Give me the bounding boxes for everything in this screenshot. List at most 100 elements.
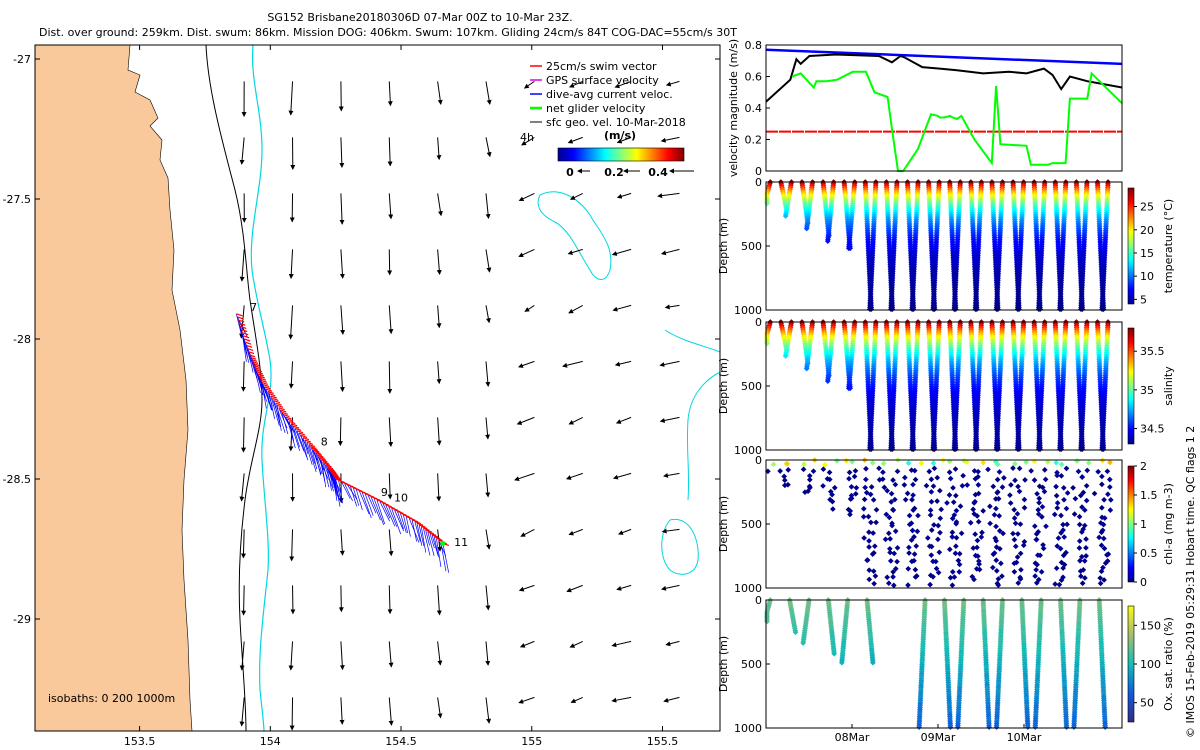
section-point [1053,565,1060,572]
track-day-label: 10 [394,491,408,504]
track-day-label: 11 [454,536,468,549]
sfc-velocity-arrow [568,416,583,425]
section-point [1076,545,1083,551]
swim-vector [243,338,251,342]
swim-vector [242,332,249,336]
sfc-velocity-arrow [618,528,632,535]
sfc-velocity-arrow [611,640,632,648]
section-point [1016,488,1023,495]
sfc-velocity-arrow [240,361,246,392]
section-point [959,482,966,489]
sfc-velocity-arrow [568,304,583,314]
sfc-velocity-arrow [436,305,442,329]
section-point [822,461,828,468]
section-point [1053,483,1059,490]
section-point [949,534,956,540]
map-y-tick-label: -28 [13,333,31,346]
sfc-velocity-arrow [387,137,393,167]
sfc-velocity-arrow [387,81,393,107]
sfc-velocity-arrow [337,417,343,447]
section-point [866,567,873,573]
section-point [930,483,937,489]
section-point [1054,505,1061,511]
dac-vector [440,541,447,572]
section-point [928,527,935,533]
sfc-velocity-arrow [518,192,535,202]
sfc-velocity-arrow [240,529,246,559]
section-point [848,483,855,490]
section-point [911,551,918,557]
colorbar-tick-label: 20 [1140,224,1154,237]
swim-vector [321,459,328,463]
section-point [1011,515,1018,521]
velocity-series-black [765,53,1123,103]
section-point [1014,510,1021,517]
section-point [777,468,783,474]
swim-vector [248,354,256,358]
legend-sfc: sfc geo. vel. 10-Mar-2018 [546,116,686,129]
swim-vector [319,457,327,461]
sfc-velocity-arrow [288,81,294,116]
colorbar-tick-label: 10 [1140,270,1154,283]
section-point [866,538,872,544]
section-point [1071,511,1078,517]
section-point [967,519,974,526]
sfc-velocity-arrow [239,697,245,727]
section-point [1096,534,1102,541]
section-point [882,536,889,543]
section-point [915,512,921,519]
sfc-velocity-arrow [437,697,443,719]
sfc-velocity-arrow [289,529,295,562]
section-point [1079,580,1086,587]
section-point [886,580,892,587]
sfc-velocity-arrow [570,696,583,704]
sfc-velocity-arrow [567,248,583,255]
sfc-velocity-arrow [388,305,394,335]
swim-vector [311,447,319,451]
dac-vector [420,526,427,553]
section-point [987,520,993,527]
section-point [1011,506,1018,513]
section-point [974,537,981,544]
map-x-tick-label: 154.5 [385,735,417,748]
section-point [956,569,963,575]
section-point [866,576,873,583]
sfc-velocity-arrow [661,584,680,591]
map-y-tick-label: -29 [13,613,31,626]
sfc-velocity-arrow [520,528,535,537]
swim-vector [276,404,284,408]
colorbar-tick-label: 35.5 [1140,345,1165,358]
swim-vector [242,335,250,339]
dac-vector [328,468,334,488]
map-x-tick-label: 154 [260,735,281,748]
sfc-velocity-arrow [437,193,443,217]
sfc-velocity-arrow [485,417,491,440]
section-point [800,466,807,473]
swim-vector [304,439,312,443]
swim-vectors [236,313,450,546]
section-point [931,465,938,472]
section-point [890,477,896,483]
section-point [1052,581,1058,587]
dac-vector [394,509,404,532]
section-point [905,565,912,572]
dac-vector [385,504,396,527]
section-point [913,543,920,549]
section-point [927,507,934,514]
colorbar-tick-label: 1 [1140,518,1147,531]
dac-vector [405,516,411,537]
dac-vector [311,448,318,470]
sfc-velocity-arrow [239,473,245,502]
section-point [993,557,1000,564]
swim-vector [328,468,335,472]
swim-vector [429,532,437,536]
sfc-velocity-arrow [567,136,583,144]
glider-end-position [440,540,446,546]
sfc-velocity-arrow [614,80,632,89]
track-day-label: 8 [321,435,328,448]
swim-vector [270,395,278,399]
